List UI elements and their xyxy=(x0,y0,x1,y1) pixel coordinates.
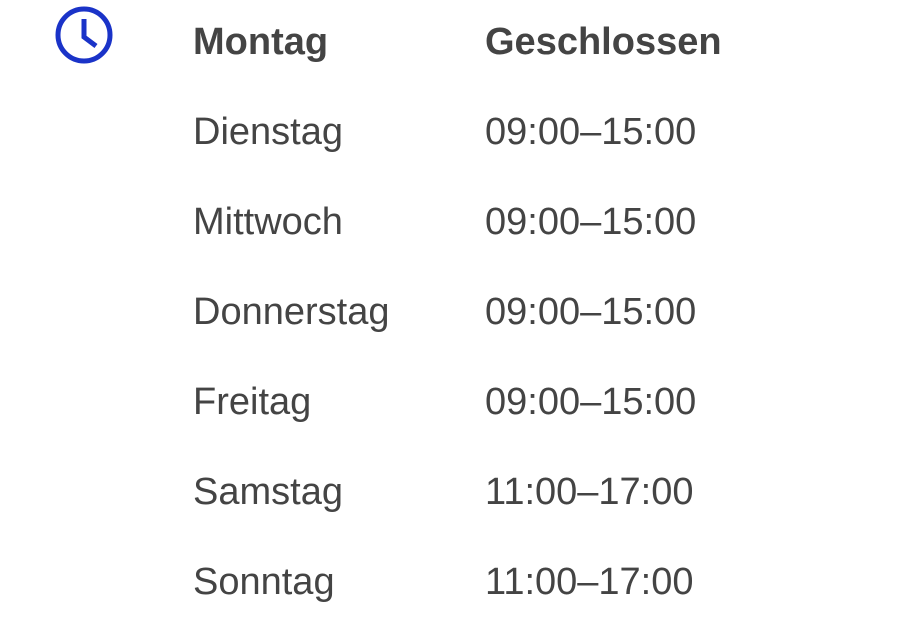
day-label: Freitag xyxy=(193,380,312,423)
day-label: Sonntag xyxy=(193,560,335,603)
hours-row: Samstag 11:00–17:00 xyxy=(193,447,694,537)
hours-row: Mittwoch 09:00–15:00 xyxy=(193,177,696,267)
day-label: Mittwoch xyxy=(193,200,343,243)
day-label: Samstag xyxy=(193,470,343,513)
hours-row: Donnerstag 09:00–15:00 xyxy=(193,267,696,357)
hours-row: Sonntag 11:00–17:00 xyxy=(193,537,694,627)
day-label: Dienstag xyxy=(193,110,343,153)
hours-value: Geschlossen xyxy=(485,20,722,63)
hours-row: Freitag 09:00–15:00 xyxy=(193,357,696,447)
hours-row: Montag Geschlossen xyxy=(193,0,722,87)
day-label: Montag xyxy=(193,20,329,63)
hours-value: 09:00–15:00 xyxy=(485,200,697,243)
hours-value: 11:00–17:00 xyxy=(485,470,694,513)
hours-value: 09:00–15:00 xyxy=(485,110,697,153)
hours-value: 09:00–15:00 xyxy=(485,290,697,333)
hours-row: Dienstag 09:00–15:00 xyxy=(193,87,696,177)
clock-icon xyxy=(54,5,114,65)
hours-value: 09:00–15:00 xyxy=(485,380,697,423)
hours-value: 11:00–17:00 xyxy=(485,560,694,603)
day-label: Donnerstag xyxy=(193,290,390,333)
